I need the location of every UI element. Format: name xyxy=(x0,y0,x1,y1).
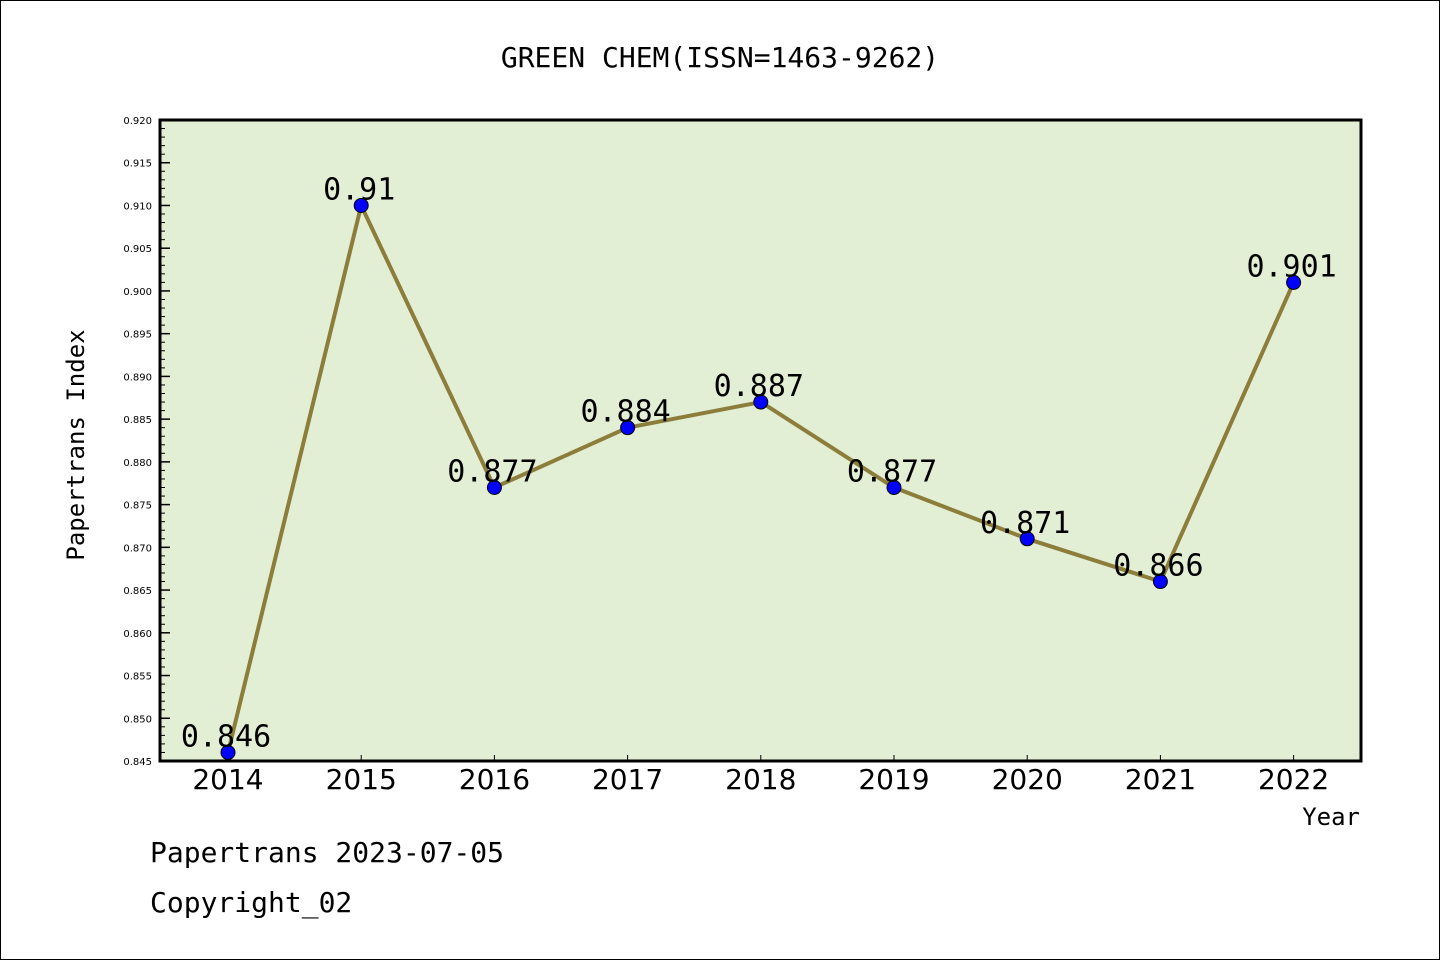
data-point-2014 xyxy=(220,744,236,760)
data-point-2021 xyxy=(1152,574,1168,590)
y-tick-label: 0.895 xyxy=(123,330,152,341)
y-tick-label: 0.890 xyxy=(123,372,152,383)
data-label-2015: 0.91 xyxy=(323,172,395,207)
data-label-2018: 0.887 xyxy=(714,369,804,404)
y-tick-label: 0.915 xyxy=(123,159,152,170)
x-tick-label: 2015 xyxy=(326,763,397,796)
x-axis-label: Year xyxy=(1302,803,1360,831)
x-axis: 2014 2015 2016 2017 2018 2019 2020 2021 2022 xyxy=(192,755,1329,796)
x-tick-label: 2016 xyxy=(459,763,530,796)
series-line xyxy=(220,197,1302,760)
y-axis: 0.845 0.850 0.855 0.860 0.865 0.870 0.875 0.880… xyxy=(123,116,170,768)
data-label-2021: 0.866 xyxy=(1113,549,1203,584)
y-tick-label: 0.880 xyxy=(123,458,152,469)
x-tick-label: 2017 xyxy=(592,763,663,796)
data-point-2016 xyxy=(486,480,502,496)
y-tick-label: 0.875 xyxy=(123,501,152,512)
x-tick-label: 2019 xyxy=(858,763,929,796)
source-text: Papertrans 2023-07-05 xyxy=(150,836,505,869)
y-tick-label: 0.920 xyxy=(123,116,152,127)
copyright-text: Copyright_02 xyxy=(150,886,353,919)
data-label-2017: 0.884 xyxy=(580,395,670,430)
y-tick-label: 0.910 xyxy=(123,201,152,212)
data-labels: 0.846 0.91 0.877 0.884 0.887 0.877 0.871 0.866 0… xyxy=(181,172,1337,754)
chart-title: GREEN CHEM(ISSN=1463-9262) xyxy=(501,41,939,74)
y-tick-label: 0.885 xyxy=(123,415,152,426)
y-tick-label: 0.855 xyxy=(123,672,152,683)
data-point-2018 xyxy=(753,394,769,410)
data-point-2019 xyxy=(886,480,902,496)
y-tick-label: 0.900 xyxy=(123,287,152,298)
x-tick-label: 2014 xyxy=(192,763,263,796)
data-point-2015 xyxy=(353,197,369,213)
y-tick-label: 0.870 xyxy=(123,543,152,554)
data-label-2014: 0.846 xyxy=(181,719,271,754)
data-label-2020: 0.871 xyxy=(980,506,1070,541)
data-point-2020 xyxy=(1019,531,1035,547)
y-tick-label: 0.860 xyxy=(123,629,152,640)
y-tick-label: 0.905 xyxy=(123,244,152,255)
x-tick-label: 2020 xyxy=(992,763,1063,796)
data-label-2022: 0.901 xyxy=(1246,249,1336,284)
y-tick-label: 0.865 xyxy=(123,586,152,597)
plot-area xyxy=(158,118,1363,763)
y-tick-label: 0.850 xyxy=(123,714,152,725)
x-tick-label: 2021 xyxy=(1125,763,1196,796)
x-tick-label: 2018 xyxy=(725,763,796,796)
x-tick-label: 2022 xyxy=(1258,763,1329,796)
data-point-2017 xyxy=(620,420,636,436)
data-point-2022 xyxy=(1286,274,1302,290)
data-label-2016: 0.877 xyxy=(447,455,537,490)
y-tick-label: 0.845 xyxy=(123,757,152,768)
y-axis-label: Papertrans Index xyxy=(62,329,90,560)
data-label-2019: 0.877 xyxy=(847,455,937,490)
